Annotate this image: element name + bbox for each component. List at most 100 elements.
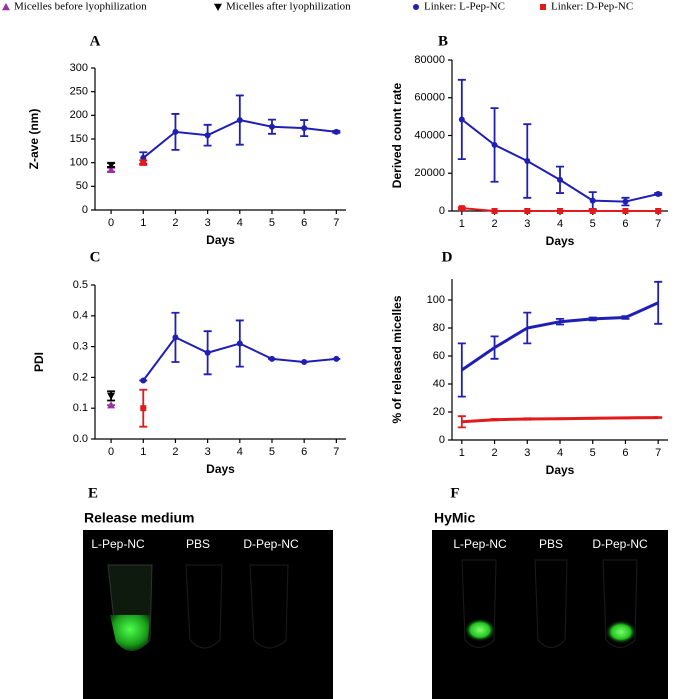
- tube: [534, 559, 568, 648]
- x-axis-title: Days: [546, 463, 575, 477]
- y-tick-label: 100: [427, 294, 445, 306]
- legend-marker: [413, 4, 419, 10]
- y-tick-label: 0.2: [73, 371, 88, 383]
- marker: [622, 208, 629, 214]
- x-tick-label: 5: [269, 217, 275, 229]
- marker: [589, 208, 596, 214]
- fluorescence: [464, 618, 496, 642]
- error-bar: [457, 342, 466, 398]
- tube-label: L-Pep-NC: [91, 537, 145, 551]
- x-tick-label: 7: [333, 217, 339, 229]
- x-axis-title: Days: [206, 462, 235, 476]
- panel-letter: B: [438, 33, 448, 49]
- panel-letter: F: [450, 485, 459, 501]
- x-tick-label: 2: [172, 446, 178, 458]
- y-tick-label: 0.1: [73, 402, 88, 414]
- x-tick-label: 7: [333, 446, 339, 458]
- x-axis-title: Days: [206, 233, 235, 247]
- x-tick-label: 1: [459, 447, 465, 459]
- marker: [333, 355, 340, 362]
- marker: [172, 128, 179, 135]
- y-tick-label: 60: [433, 350, 445, 362]
- photo-title: Release medium: [84, 510, 195, 526]
- x-tick-label: 1: [140, 217, 146, 229]
- y-tick-label: 20: [433, 406, 445, 418]
- x-tick-label: 6: [301, 446, 307, 458]
- error-bar: [556, 318, 564, 326]
- y-tick-label: 0: [439, 205, 445, 217]
- marker: [524, 157, 531, 164]
- panel-letter: C: [90, 249, 101, 265]
- marker: [107, 165, 116, 173]
- x-tick-label: 3: [524, 218, 530, 230]
- y-tick-label: 100: [70, 157, 88, 169]
- panel-letter: A: [90, 33, 101, 49]
- y-axis-title: Derived count rate: [390, 82, 404, 188]
- error-bar: [556, 417, 564, 421]
- legend-label: Micelles after lyophilization: [226, 1, 351, 13]
- photo-title: HyMic: [434, 510, 475, 526]
- x-tick-label: 2: [491, 447, 497, 459]
- tube: [185, 564, 223, 649]
- tube: [249, 564, 289, 649]
- legend-marker: [214, 3, 222, 11]
- y-axis-title: % of released micelles: [390, 295, 404, 423]
- x-tick-label: 1: [459, 218, 465, 230]
- error-bar: [588, 316, 597, 322]
- x-tick-label: 4: [237, 446, 243, 458]
- y-tick-label: 0.4: [73, 310, 88, 322]
- x-tick-label: 4: [557, 447, 563, 459]
- marker: [557, 176, 563, 183]
- y-tick-label: 80: [433, 322, 445, 334]
- error-bar: [490, 418, 499, 422]
- marker: [333, 128, 340, 135]
- tube: [602, 559, 638, 648]
- marker: [140, 405, 147, 412]
- marker: [589, 197, 596, 204]
- x-tick-label: 5: [590, 218, 596, 230]
- x-tick-label: 4: [237, 217, 243, 229]
- y-tick-label: 80000: [414, 54, 445, 66]
- x-tick-label: 5: [590, 447, 596, 459]
- marker: [491, 141, 498, 148]
- x-tick-label: 7: [655, 447, 661, 459]
- legend-label: Linker: D-Pep-NC: [551, 1, 633, 13]
- x-tick-label: 7: [655, 218, 661, 230]
- marker: [140, 377, 147, 384]
- error-bar: [654, 416, 663, 419]
- y-tick-label: 40: [433, 378, 445, 390]
- x-tick-label: 3: [524, 447, 530, 459]
- error-bar: [654, 280, 663, 325]
- tube-label: PBS: [539, 537, 563, 551]
- y-tick-label: 0: [82, 204, 88, 216]
- legend-marker: [540, 4, 546, 10]
- x-tick-label: 1: [140, 446, 146, 458]
- error-bar: [621, 416, 630, 420]
- tube: [461, 559, 497, 648]
- marker: [140, 159, 147, 166]
- panel-letter: E: [88, 485, 98, 501]
- marker: [655, 208, 662, 214]
- y-tick-label: 0.5: [73, 279, 88, 291]
- error-bar: [490, 335, 499, 360]
- y-tick-label: 300: [70, 62, 88, 74]
- tube-label: PBS: [186, 537, 210, 551]
- marker: [301, 125, 308, 132]
- error-bar: [588, 416, 597, 420]
- y-tick-label: 60000: [414, 92, 445, 104]
- x-tick-label: 4: [557, 218, 563, 230]
- error-bar: [523, 417, 532, 421]
- fluorescence: [605, 620, 637, 644]
- photo: [432, 530, 668, 699]
- panel-letter: D: [442, 249, 453, 265]
- marker: [236, 117, 243, 124]
- x-tick-label: 6: [301, 217, 307, 229]
- marker: [557, 208, 563, 214]
- x-tick-label: 3: [205, 217, 211, 229]
- marker: [491, 208, 498, 214]
- marker: [204, 349, 211, 356]
- legend-marker: [2, 3, 10, 11]
- marker: [236, 340, 243, 347]
- error-bar: [523, 311, 532, 345]
- y-tick-label: 50: [76, 180, 88, 192]
